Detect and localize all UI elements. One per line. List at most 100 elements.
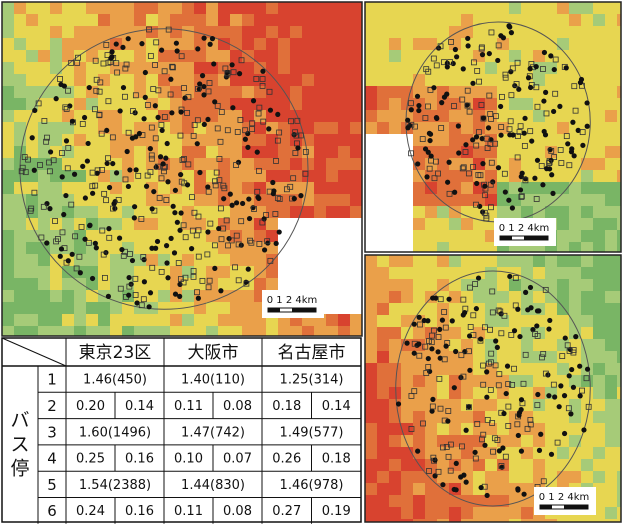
map-panel: 0 1 2 4km — [365, 2, 621, 252]
bus-stop-dot — [47, 206, 52, 211]
map-cell — [122, 314, 134, 326]
map-cell — [194, 326, 206, 336]
map-cell — [98, 2, 110, 14]
bus-stop-dot — [510, 205, 515, 210]
map-cell — [401, 411, 413, 423]
bus-stop-dot — [404, 341, 409, 346]
map-cell — [98, 314, 110, 326]
map-cell — [26, 194, 38, 206]
scale-bar-fill — [268, 308, 280, 312]
map-cell — [110, 314, 122, 326]
bus-stop-dot — [212, 266, 217, 271]
map-cell — [338, 62, 350, 74]
map-cell — [365, 74, 377, 86]
map-cell — [461, 459, 473, 471]
map-cell — [425, 423, 437, 435]
map-cell — [14, 218, 26, 230]
bus-stop-dot — [44, 240, 49, 245]
map-cell — [194, 254, 206, 266]
map-cell — [449, 255, 461, 267]
bus-stop-dot — [87, 223, 92, 228]
map-cell — [338, 326, 350, 336]
map-cell — [14, 14, 26, 26]
bus-stop-dot — [148, 290, 153, 295]
map-cell — [593, 122, 605, 134]
map-cell — [461, 158, 473, 170]
map-cell — [545, 122, 557, 134]
map-cell — [182, 326, 194, 336]
map-cell — [497, 291, 509, 303]
map-cell — [170, 314, 182, 326]
map-cell — [146, 278, 158, 290]
bus-stop-dot — [507, 132, 512, 137]
map-cell — [242, 62, 254, 74]
map-cell — [26, 158, 38, 170]
map-cell — [302, 38, 314, 50]
map-cell — [569, 242, 581, 252]
map-cell — [581, 218, 593, 230]
map-cell — [302, 62, 314, 74]
map-cell — [557, 170, 569, 182]
map-cell — [413, 483, 425, 495]
map-cell — [605, 134, 617, 146]
map-cell — [365, 110, 377, 122]
map-cell — [350, 110, 362, 122]
bus-stop-dot — [144, 184, 149, 189]
bus-stop-dot — [571, 385, 576, 390]
scale-bar-fill — [524, 236, 548, 240]
map-cell — [593, 230, 605, 242]
map-cell — [266, 158, 278, 170]
map-cell — [605, 62, 617, 74]
map-cell — [365, 315, 377, 327]
map-cell — [569, 447, 581, 459]
map-cell — [110, 146, 122, 158]
map-cell — [605, 194, 617, 206]
map-cell — [461, 218, 473, 230]
map-cell — [389, 218, 401, 230]
map-cell — [449, 507, 461, 519]
table-cell: 0.27 — [272, 504, 301, 519]
map-cell — [413, 218, 425, 230]
map-cell — [314, 266, 326, 278]
map-cell — [509, 495, 521, 507]
map-cell — [266, 134, 278, 146]
map-cell — [242, 38, 254, 50]
map-cell — [122, 194, 134, 206]
map-cell — [413, 230, 425, 242]
map-cell — [461, 435, 473, 447]
bus-stop-dot — [567, 373, 572, 378]
map-cell — [290, 62, 302, 74]
bus-stop-dot — [444, 344, 449, 349]
bus-stop-dot — [467, 368, 472, 373]
map-cell — [242, 290, 254, 302]
map-cell — [497, 206, 509, 218]
map-cell — [569, 218, 581, 230]
map-cell — [38, 266, 50, 278]
map-cell — [26, 242, 38, 254]
map-cell — [206, 170, 218, 182]
map-cell — [242, 326, 254, 336]
map-cell — [365, 182, 377, 194]
map-cell — [98, 146, 110, 158]
map-cell — [38, 218, 50, 230]
map-cell — [413, 182, 425, 194]
map-cell — [350, 266, 362, 278]
map-cell — [533, 375, 545, 387]
map-cell — [38, 14, 50, 26]
map-cell — [206, 158, 218, 170]
map-cell — [473, 279, 485, 291]
map-cell — [461, 387, 473, 399]
map-cell — [485, 399, 497, 411]
map-cell — [74, 38, 86, 50]
map-cell — [2, 194, 14, 206]
bus-stop-dot — [125, 149, 130, 154]
table-cell: 0.26 — [272, 452, 301, 467]
map-cell — [122, 14, 134, 26]
bus-stop-dot — [251, 98, 256, 103]
bus-stop-dot — [501, 411, 506, 416]
bus-stop-dot — [568, 411, 573, 416]
map-cell — [389, 375, 401, 387]
map-cell — [314, 134, 326, 146]
map-cell — [62, 302, 74, 314]
map-cell — [338, 158, 350, 170]
